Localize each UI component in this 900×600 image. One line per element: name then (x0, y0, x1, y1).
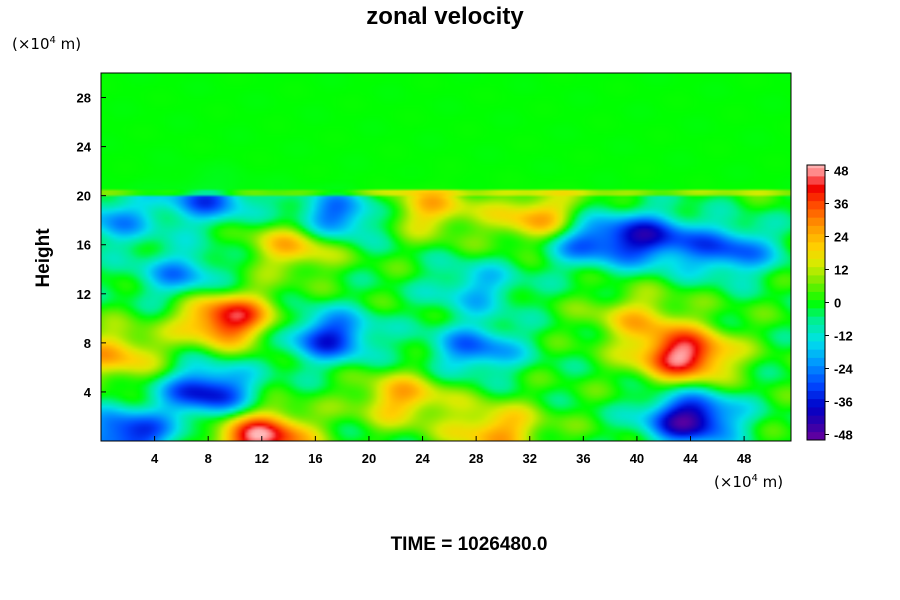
colorbar-band (807, 283, 825, 292)
colorbar-band (807, 165, 825, 169)
colorbar-band (807, 250, 825, 259)
colorbar-band (807, 167, 825, 177)
colorbar-band (807, 242, 825, 251)
colorbar-band (807, 308, 825, 317)
colorbar-band (807, 390, 825, 400)
colorbar-band (807, 217, 825, 226)
x-tick-label: 24 (415, 451, 430, 466)
y-tick-label: 20 (77, 189, 91, 204)
colorbar-tick-label: 12 (834, 263, 848, 278)
colorbar-tick-label: 48 (834, 164, 848, 179)
plot-frame (100, 72, 792, 442)
colorbar-band (807, 398, 825, 408)
colorbar-band (807, 365, 825, 375)
y-tick-label: 4 (84, 385, 92, 400)
colorbar-band (807, 332, 825, 342)
y-tick-label: 12 (77, 287, 91, 302)
x-axis-ticks: 4 8 12 16 20 24 28 32 36 40 44 48 (151, 436, 751, 466)
x-tick-label: 4 (151, 451, 159, 466)
colorbar-band (807, 266, 825, 276)
colorbar-tick-label: 0 (834, 296, 841, 311)
colorbar-tick-label: -48 (834, 428, 853, 443)
colorbar-band (807, 423, 825, 433)
x-tick-label: 44 (683, 451, 698, 466)
heatmap-plot-area (100, 72, 792, 442)
y-tick-label: 28 (77, 91, 91, 106)
colorbar-band (807, 192, 825, 202)
x-tick-label: 12 (255, 451, 269, 466)
x-unit-label: (×104 m) (714, 473, 783, 491)
colorbar-band (807, 415, 825, 424)
x-tick-label: 36 (576, 451, 590, 466)
colorbar-tick-label: -12 (834, 329, 853, 344)
colorbar-band (807, 349, 825, 358)
colorbar-band (807, 431, 825, 441)
x-tick-label: 28 (469, 451, 483, 466)
y-axis-label: Height (33, 228, 54, 288)
colorbar-band (807, 316, 825, 325)
chart-title: zonal velocity (366, 3, 524, 30)
colorbar-band (807, 357, 825, 367)
colorbar-band (807, 382, 825, 391)
heatmap-field (101, 73, 791, 441)
colorbar-band (807, 374, 825, 383)
y-axis-ticks: 4 8 12 16 20 24 28 (77, 91, 106, 400)
colorbar-band (807, 258, 825, 268)
colorbar-band (807, 291, 825, 301)
colorbar-band (807, 209, 825, 218)
colorbar-ticks: 48 36 24 12 0 -12 -24 -36 -48 (825, 164, 854, 443)
y-tick-label: 8 (84, 336, 91, 351)
y-unit-label: (×104 m) (12, 35, 81, 53)
x-tick-label: 32 (523, 451, 537, 466)
y-tick-label: 24 (77, 140, 92, 155)
colorbar-band (807, 324, 825, 334)
colorbar: 48 36 24 12 0 -12 -24 -36 -48 (806, 164, 854, 443)
y-tick-label: 16 (77, 238, 91, 253)
time-label: TIME = 1026480.0 (391, 534, 548, 555)
x-tick-label: 16 (308, 451, 322, 466)
colorbar-tick-label: -36 (834, 395, 853, 410)
colorbar-bands (807, 165, 825, 441)
x-tick-label: 48 (737, 451, 751, 466)
colorbar-tick-label: -24 (834, 362, 854, 377)
colorbar-band (807, 407, 825, 416)
colorbar-band (807, 341, 825, 350)
colorbar-band (807, 233, 825, 243)
colorbar-tick-label: 36 (834, 197, 848, 212)
x-tick-label: 20 (362, 451, 376, 466)
colorbar-band (807, 299, 825, 309)
x-tick-label: 8 (205, 451, 212, 466)
colorbar-band (807, 275, 825, 284)
colorbar-band (807, 184, 825, 193)
colorbar-tick-label: 24 (834, 230, 849, 245)
colorbar-band (807, 200, 825, 210)
colorbar-band (807, 176, 825, 185)
colorbar-band (807, 225, 825, 235)
x-tick-label: 40 (630, 451, 644, 466)
